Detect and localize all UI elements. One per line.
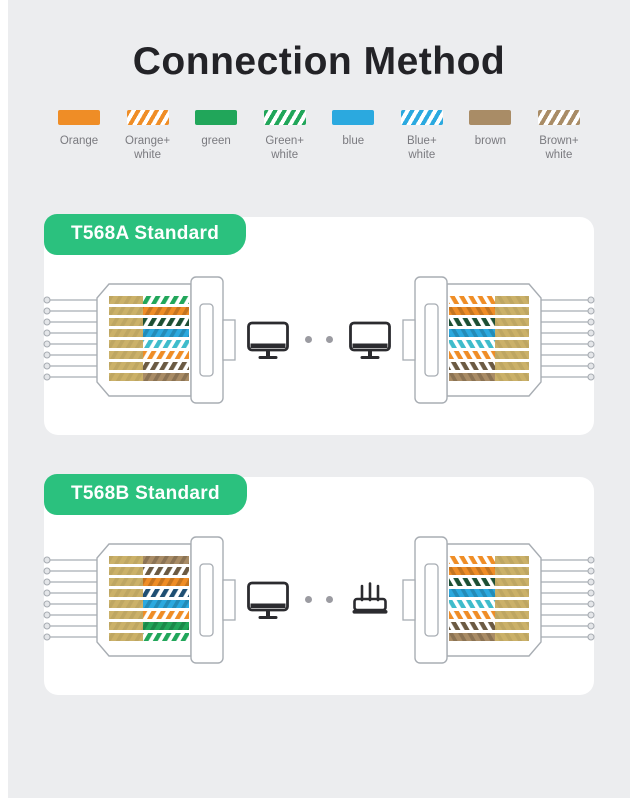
legend-item: Green+ white xyxy=(254,110,316,163)
legend-label: brown xyxy=(474,135,507,147)
brown-white-swatch xyxy=(537,110,580,125)
blue-white-swatch xyxy=(400,110,443,125)
green-swatch xyxy=(195,110,238,125)
blue-swatch xyxy=(332,110,375,125)
router-device xyxy=(347,579,393,621)
badge-label: T568A Standard xyxy=(71,223,220,245)
t568a-section-card: T568A Standard xyxy=(43,213,595,435)
legend-label: Brown+ white xyxy=(539,135,579,162)
t568a-wiring-diagram xyxy=(43,251,595,429)
wire-color-legend: Orange Orange+ white green Green+ white blue Bl… xyxy=(48,110,590,163)
legend-item: blue xyxy=(322,110,384,148)
orange-white-swatch xyxy=(126,110,169,125)
rj45-connector-right xyxy=(399,274,599,406)
infographic-page: Connection Method Orange Orange+ white gree… xyxy=(8,0,630,798)
link-dot xyxy=(305,336,312,344)
rj45-connector-graphic xyxy=(43,536,236,664)
computer-device xyxy=(245,319,291,361)
legend-label: Orange xyxy=(59,135,99,147)
rj45-connector-left xyxy=(39,274,239,406)
brown-swatch xyxy=(469,110,512,125)
rj45-connector-right xyxy=(399,534,599,666)
rj45-connector-left xyxy=(39,534,239,666)
legend-label: green xyxy=(201,135,231,147)
computer-icon xyxy=(247,581,289,619)
orange-swatch xyxy=(58,110,100,125)
rj45-connector-graphic xyxy=(402,276,595,404)
rj45-connector-graphic xyxy=(402,536,595,664)
t568b-wiring-diagram xyxy=(43,511,595,689)
computer-icon xyxy=(247,321,289,359)
computer-device xyxy=(245,579,291,621)
legend-label: blue xyxy=(342,135,365,147)
legend-item: brown xyxy=(459,110,521,148)
connection-devices xyxy=(245,579,393,621)
legend-label: Orange+ white xyxy=(125,135,171,162)
link-dot xyxy=(326,336,333,344)
router-icon xyxy=(352,581,388,614)
computer-icon xyxy=(349,321,391,359)
page-title: Connection Method xyxy=(132,40,506,83)
link-dot xyxy=(305,596,312,604)
link-dot xyxy=(326,596,333,604)
legend-item: Brown+ white xyxy=(528,110,590,163)
legend-item: Orange xyxy=(48,110,110,148)
green-white-swatch xyxy=(263,110,306,125)
legend-item: Orange+ white xyxy=(117,110,179,163)
legend-item: green xyxy=(185,110,247,148)
connection-devices xyxy=(245,319,393,361)
legend-label: Blue+ white xyxy=(406,135,437,162)
t568b-standard-badge: T568B Standard xyxy=(44,473,247,515)
computer-device xyxy=(347,319,393,361)
legend-item: Blue+ white xyxy=(391,110,453,163)
rj45-connector-graphic xyxy=(43,276,236,404)
t568b-section-card: T568B Standard xyxy=(43,473,595,695)
t568a-standard-badge: T568A Standard xyxy=(44,213,247,255)
legend-label: Green+ white xyxy=(265,135,305,162)
badge-label: T568B Standard xyxy=(71,483,220,505)
